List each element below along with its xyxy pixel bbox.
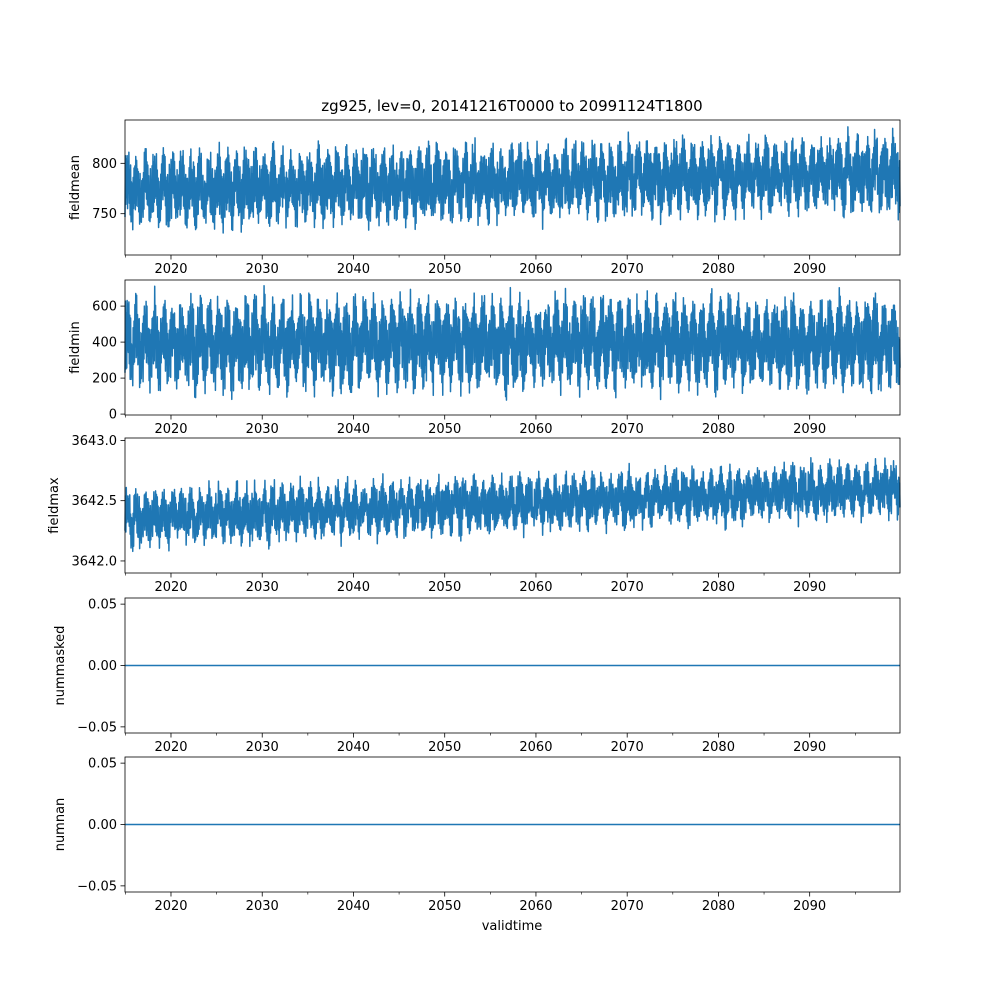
x-tick-label: 2090 (793, 580, 826, 595)
series-line-fieldmean (124, 126, 901, 234)
x-tick-label: 2060 (519, 422, 552, 437)
y-axis-label: fieldmin (68, 321, 83, 374)
y-tick-label: 0.05 (88, 757, 117, 772)
x-tick-label: 2070 (611, 740, 644, 755)
x-tick-label: 2030 (246, 580, 279, 595)
y-tick-label: 3642.0 (72, 554, 118, 569)
x-tick-label: 2040 (337, 740, 370, 755)
x-tick-label: 2060 (519, 262, 552, 277)
y-tick-label: 0.00 (88, 818, 117, 833)
x-tick-label: 2050 (428, 422, 461, 437)
x-tick-label: 2050 (428, 262, 461, 277)
x-tick-label: 2080 (702, 580, 735, 595)
y-tick-label: 0 (109, 408, 117, 423)
panel-fieldmax: 2020 2030 2040 2050 2060 2070 2080 2090 3642.0 36… (47, 434, 901, 595)
axes-frame (124, 437, 901, 574)
y-axis-label: fieldmax (47, 477, 62, 534)
x-axis-label: validtime (482, 919, 543, 934)
x-tick-label: 2040 (337, 899, 370, 914)
x-tick-label: 2070 (611, 899, 644, 914)
x-tick-label: 2020 (154, 422, 187, 437)
x-tick-label: 2080 (702, 262, 735, 277)
panel-numnan: 2020 2030 2040 2050 2060 2070 2080 2090 −0.05 0.0… (53, 756, 901, 914)
panel-fieldmin: 2020 2030 2040 2050 2060 2070 2080 2090 0 200 400 6… (68, 279, 901, 437)
y-axis-label: fieldmean (68, 155, 83, 220)
y-tick-label: 800 (92, 157, 117, 172)
series-line-fieldmin (124, 285, 901, 401)
x-tick-label: 2040 (337, 580, 370, 595)
x-tick-label: 2020 (154, 899, 187, 914)
x-tick-label: 2090 (793, 899, 826, 914)
x-tick-label: 2090 (793, 422, 826, 437)
y-tick-label: 400 (92, 336, 117, 351)
axes-frame (124, 119, 901, 256)
x-tick-label: 2020 (154, 262, 187, 277)
panel-nummasked: 2020 2030 2040 2050 2060 2070 2080 2090 −0.05 0.0… (53, 597, 901, 755)
x-tick-label: 2020 (154, 580, 187, 595)
chart-title: zg925, lev=0, 20141216T0000 to 20991124T… (321, 97, 702, 115)
axes-frame (124, 279, 901, 416)
x-tick-label: 2070 (611, 262, 644, 277)
x-tick-label: 2030 (246, 422, 279, 437)
y-tick-label: 3643.0 (72, 434, 118, 449)
y-axis-label: nummasked (53, 626, 68, 706)
x-tick-label: 2090 (793, 262, 826, 277)
x-tick-label: 2060 (519, 740, 552, 755)
x-tick-label: 2050 (428, 740, 461, 755)
y-tick-label: 600 (92, 300, 117, 315)
x-tick-label: 2080 (702, 422, 735, 437)
x-tick-label: 2030 (246, 262, 279, 277)
x-tick-label: 2050 (428, 580, 461, 595)
y-tick-label: −0.05 (77, 879, 117, 894)
panel-fieldmean: 2020 2030 2040 2050 2060 2070 2080 2090 750 800 fi… (68, 119, 901, 277)
x-tick-label: 2040 (337, 422, 370, 437)
x-tick-label: 2040 (337, 262, 370, 277)
x-tick-label: 2030 (246, 899, 279, 914)
y-tick-label: 0.00 (88, 659, 117, 674)
x-tick-label: 2020 (154, 740, 187, 755)
x-tick-label: 2060 (519, 899, 552, 914)
series-line-fieldmax (124, 456, 901, 553)
y-tick-label: −0.05 (77, 720, 117, 735)
x-tick-label: 2070 (611, 580, 644, 595)
y-tick-label: 3642.5 (72, 494, 118, 509)
x-tick-label: 2080 (702, 899, 735, 914)
x-tick-label: 2070 (611, 422, 644, 437)
x-tick-label: 2030 (246, 740, 279, 755)
x-tick-label: 2060 (519, 580, 552, 595)
y-tick-label: 750 (92, 207, 117, 222)
x-tick-label: 2050 (428, 899, 461, 914)
y-tick-label: 200 (92, 372, 117, 387)
y-axis-label: numnan (53, 798, 68, 852)
panels: 2020 2030 2040 2050 2060 2070 2080 2090 750 800 fi… (47, 119, 901, 914)
x-tick-label: 2080 (702, 740, 735, 755)
y-tick-label: 0.05 (88, 598, 117, 613)
x-tick-label: 2090 (793, 740, 826, 755)
